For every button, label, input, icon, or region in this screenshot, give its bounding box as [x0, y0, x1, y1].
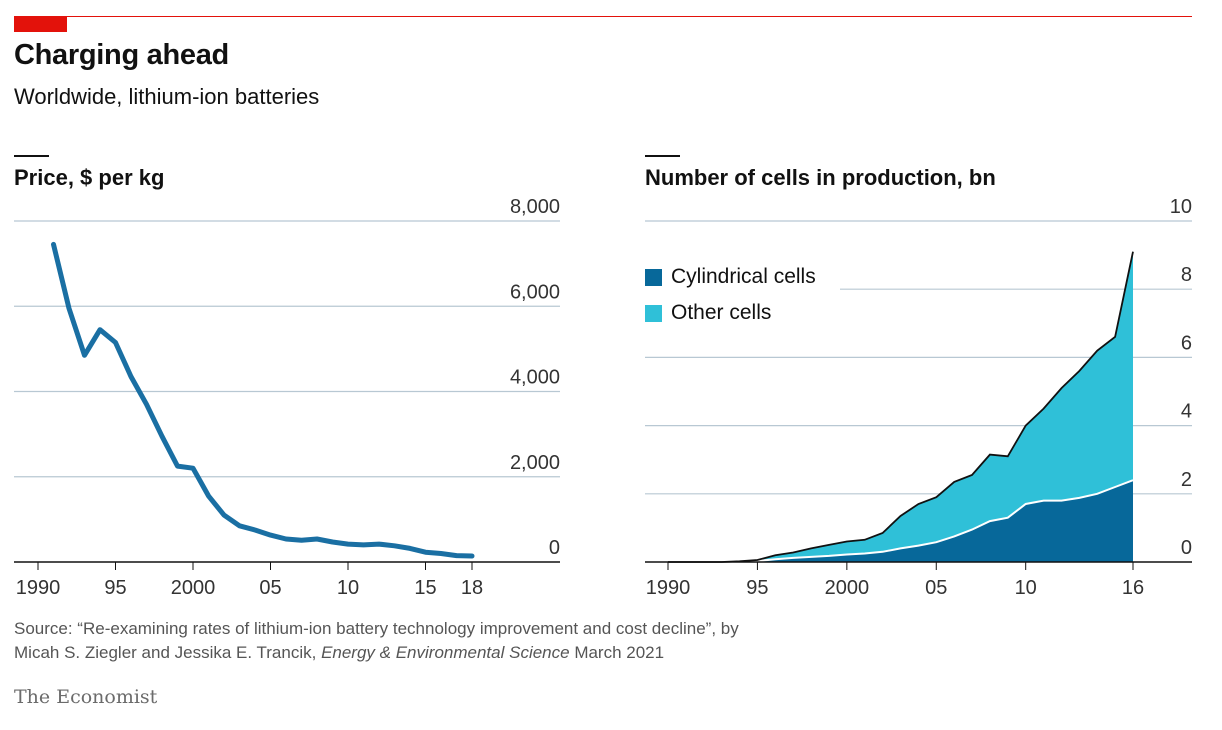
price-y-tick-label: 4,000	[510, 367, 560, 389]
cells-y-tick-label: 6	[1181, 332, 1192, 354]
other-cells-area	[668, 251, 1133, 562]
cells-x-tick-label: 05	[925, 577, 947, 599]
total-boundary-line	[668, 251, 1134, 563]
cells-y-tick-label: 0	[1181, 537, 1192, 559]
legend-item-other: Other cells	[645, 295, 816, 331]
chart-title: Charging ahead	[14, 39, 229, 71]
source-authors: Micah S. Ziegler and Jessika E. Trancik,	[14, 643, 322, 662]
price-x-tick-label: 15	[414, 577, 436, 599]
legend-swatch-other	[645, 304, 662, 322]
legend-swatch-cylindrical	[645, 268, 662, 286]
price-x-tick-label: 05	[259, 577, 281, 599]
legend-item-cylindrical: Cylindrical cells	[645, 259, 816, 295]
legend-label-cylindrical: Cylindrical cells	[671, 265, 816, 288]
price-y-tick-label: 0	[549, 537, 560, 559]
price-x-tick-label: 95	[104, 577, 126, 599]
price-y-tick-label: 6,000	[510, 281, 560, 303]
right-panel-title: Number of cells in production, bn	[645, 165, 996, 190]
cells-x-tick-label: 10	[1015, 577, 1037, 599]
source-date: March 2021	[569, 643, 665, 662]
cells-x-tick-label: 1990	[646, 577, 691, 599]
red-tag	[14, 16, 67, 32]
cells-chart: 0 2 4 6 8 10 1990 95 2000 05 10 16	[645, 196, 1192, 599]
cells-y-tick-label: 4	[1181, 401, 1192, 423]
price-series-line	[51, 241, 475, 559]
cells-x-tick-label: 16	[1122, 577, 1144, 599]
cells-x-tick-label: 95	[746, 577, 768, 599]
cells-y-tick-label: 10	[1170, 196, 1192, 218]
right-panel-rule	[645, 155, 680, 157]
source-prefix: Source: “Re-examining rates of lithium-i…	[14, 619, 739, 638]
cells-y-tick-label: 2	[1181, 469, 1192, 491]
legend-label-other: Other cells	[671, 301, 772, 324]
cells-y-tick-label: 8	[1181, 264, 1192, 286]
chart-subtitle: Worldwide, lithium-ion batteries	[14, 84, 320, 109]
cells-x-tick-label: 2000	[825, 577, 870, 599]
cylindrical-cells-area	[668, 480, 1133, 562]
source-note: Source: “Re-examining rates of lithium-i…	[14, 617, 739, 665]
price-chart: 0 2,000 4,000 6,000 8,000 1990 95 2000 05 10 15 18	[14, 196, 560, 599]
price-y-tick-label: 8,000	[510, 196, 560, 218]
price-x-tick-label: 1990	[16, 577, 61, 599]
source-journal: Energy & Environmental Science	[321, 643, 570, 662]
left-panel-title: Price, $ per kg	[14, 165, 165, 190]
price-x-tick-label: 10	[337, 577, 359, 599]
price-x-tick-label: 18	[461, 577, 483, 599]
price-x-tick-label: 2000	[171, 577, 216, 599]
price-y-tick-label: 2,000	[510, 452, 560, 474]
economist-logo: The Economist	[14, 686, 158, 708]
left-panel-rule	[14, 155, 49, 157]
legend: Cylindrical cells Other cells	[645, 259, 816, 331]
top-rule	[14, 16, 1192, 17]
